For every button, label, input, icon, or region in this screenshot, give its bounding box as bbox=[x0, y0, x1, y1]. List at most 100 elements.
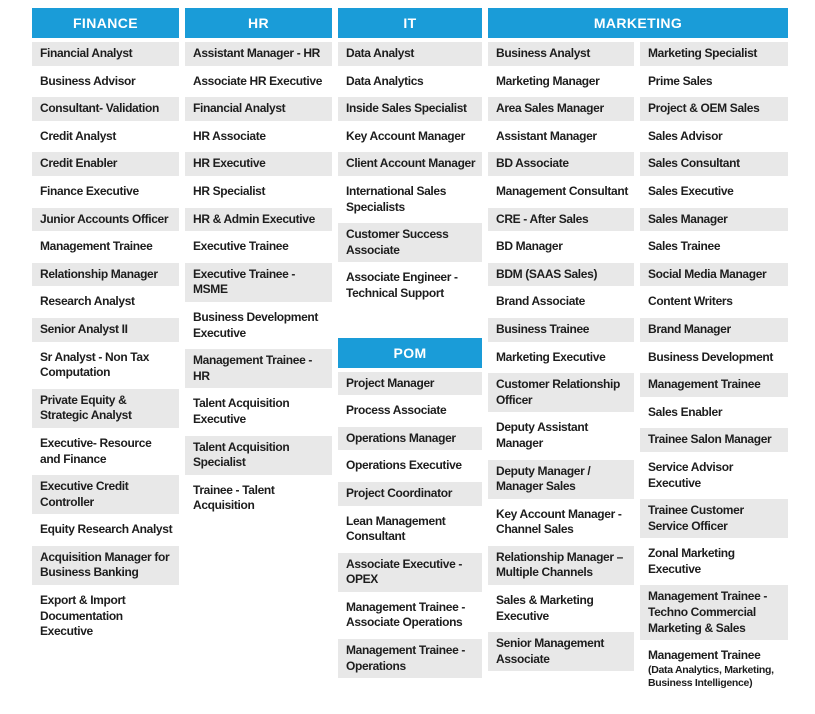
job-title-item: Export & Import Documentation Executive bbox=[40, 593, 126, 639]
job-title-label: Management Trainee bbox=[648, 648, 761, 663]
job-departments-board: FINANCE HR IT MARKETING Financial Analyst Bus… bbox=[32, 8, 788, 698]
job-title-item: Management Trainee bbox=[40, 239, 153, 254]
job-title-item: Data Analyst bbox=[338, 42, 482, 66]
job-title-item: Private Equity & Strategic Analyst bbox=[32, 388, 179, 428]
job-title-item: Executive Trainee bbox=[193, 239, 289, 254]
dept-header-finance: FINANCE bbox=[32, 8, 179, 38]
job-title-item: Sales Executive bbox=[648, 183, 734, 198]
column-finance: Financial Analyst Business Advisor Consult… bbox=[32, 42, 179, 698]
job-title-item: Finance Executive bbox=[40, 183, 139, 198]
job-title-item: International Sales Specialists bbox=[346, 183, 447, 214]
job-title-item: Operations Manager bbox=[338, 426, 482, 451]
section-marketing-right: Marketing Specialist Prime Sales Project &… bbox=[640, 42, 788, 694]
job-title-item: Sales Enabler bbox=[648, 404, 723, 419]
job-title-item: Management Consultant bbox=[496, 183, 628, 198]
job-title-item: Sr Analyst - Non Tax Computation bbox=[40, 349, 150, 380]
job-title-item: Key Account Manager - Channel Sales bbox=[496, 506, 622, 537]
job-title-item: Senior Management Associate bbox=[488, 632, 634, 672]
job-title-item: Credit Enabler bbox=[32, 152, 179, 176]
job-title-item: Operations Executive bbox=[346, 458, 462, 473]
job-title-item: Consultant- Validation bbox=[32, 97, 179, 121]
job-title-item: Project Coordinator bbox=[338, 481, 482, 506]
job-title-item: Credit Analyst bbox=[40, 128, 117, 143]
job-title-item: Content Writers bbox=[648, 294, 733, 309]
dept-header-it: IT bbox=[338, 8, 482, 38]
job-title-item: HR Associate bbox=[193, 128, 266, 143]
job-title-item: Executive Trainee - MSME bbox=[185, 262, 332, 302]
job-title-item: Prime Sales bbox=[648, 73, 713, 88]
section-header-pom: POM bbox=[338, 337, 482, 368]
job-title-item: Relationship Manager – Multiple Channels bbox=[488, 545, 634, 586]
column-marketing-left: Business Analyst Marketing Manager Area Sa… bbox=[488, 42, 634, 698]
job-title-item: Sales Consultant bbox=[640, 152, 788, 176]
job-title-item: Executive- Resource and Finance bbox=[40, 435, 152, 466]
job-title-item: Marketing Manager bbox=[496, 73, 600, 88]
job-title-item: Service Advisor Executive bbox=[648, 459, 734, 490]
job-title-item: Sales Advisor bbox=[648, 128, 723, 143]
job-title-item: Social Media Manager bbox=[640, 262, 788, 287]
job-title-subtext: (Data Analytics, Marketing, Business Int… bbox=[648, 663, 774, 689]
job-title-item: Process Associate bbox=[346, 403, 447, 418]
job-title-item: Brand Manager bbox=[640, 317, 788, 342]
job-title-item: Zonal Marketing Executive bbox=[648, 546, 735, 576]
job-title-item: Equity Research Analyst bbox=[40, 522, 173, 537]
job-title-item: Customer Success Associate bbox=[338, 223, 482, 263]
job-title-item: Brand Associate bbox=[496, 294, 586, 309]
job-title-item: Management Trainee bbox=[640, 373, 788, 397]
job-title-item: Financial Analyst bbox=[185, 97, 332, 121]
job-title-item: Management Trainee - Techno Commercial M… bbox=[640, 585, 788, 641]
job-title-item: Project & OEM Sales bbox=[640, 97, 788, 121]
job-title-item: Sales Trainee bbox=[648, 239, 721, 254]
job-title-item: Area Sales Manager bbox=[488, 97, 634, 121]
job-title-item: HR & Admin Executive bbox=[185, 207, 332, 232]
job-title-item: Marketing Specialist bbox=[640, 42, 788, 66]
job-title-item: Management Trainee - Operations bbox=[338, 639, 482, 679]
section-it-pom: Data Analyst Data Analytics Inside Sales S… bbox=[338, 42, 482, 306]
column-marketing-right: Marketing Specialist Prime Sales Project &… bbox=[640, 42, 788, 698]
job-title-item: Management Trainee - Associate Operation… bbox=[346, 599, 466, 630]
job-title-item: Customer Relationship Officer bbox=[488, 373, 634, 413]
column-hr: Assistant Manager - HR Associate HR Execu… bbox=[185, 42, 332, 698]
job-title-item: BDM (SAAS Sales) bbox=[488, 262, 634, 287]
dept-header-hr: HR bbox=[185, 8, 332, 38]
job-title-item: Associate Engineer - Technical Support bbox=[346, 270, 458, 300]
job-title-item: Trainee Salon Manager bbox=[640, 428, 788, 452]
job-title-item: Trainee Customer Service Officer bbox=[640, 499, 788, 539]
section-pom: POM Project Manager Process Associate Opera… bbox=[338, 337, 482, 679]
job-title-item: HR Executive bbox=[185, 152, 332, 176]
job-title-item: Management Trainee (Data Analytics, Marke… bbox=[640, 644, 788, 694]
job-title-item: Client Account Manager bbox=[338, 152, 482, 176]
job-title-item: Business Advisor bbox=[40, 73, 136, 88]
job-title-item: Trainee - Talent Acquisition bbox=[193, 482, 275, 513]
column-it-pom: Data Analyst Data Analytics Inside Sales S… bbox=[338, 42, 482, 698]
job-title-item: Business Development bbox=[648, 349, 774, 364]
section-marketing-left: Business Analyst Marketing Manager Area Sa… bbox=[488, 42, 634, 672]
job-title-item: Key Account Manager bbox=[346, 128, 465, 143]
job-title-item: Sales Manager bbox=[640, 207, 788, 232]
job-title-item: Management Trainee - HR bbox=[185, 349, 332, 389]
job-title-item: Associate Executive - OPEX bbox=[338, 552, 482, 592]
dept-header-marketing: MARKETING bbox=[488, 8, 788, 38]
job-title-item: Talent Acquisition Specialist bbox=[185, 435, 332, 475]
job-title-item: Business Development Executive bbox=[193, 309, 319, 340]
job-title-item: Sales & Marketing Executive bbox=[496, 593, 594, 623]
job-title-item: Senior Analyst II bbox=[32, 317, 179, 342]
job-title-item: Project Manager bbox=[338, 371, 482, 396]
job-title-item: Junior Accounts Officer bbox=[32, 207, 179, 232]
job-title-item: HR Specialist bbox=[193, 183, 266, 198]
job-title-item: Marketing Executive bbox=[496, 349, 606, 364]
job-title-item: Deputy Manager / Manager Sales bbox=[488, 459, 634, 499]
job-title-item: BD Manager bbox=[496, 239, 563, 254]
job-title-item: Research Analyst bbox=[40, 294, 135, 309]
job-title-item: Business Analyst bbox=[488, 42, 634, 66]
job-title-item: Business Trainee bbox=[488, 317, 634, 342]
job-title-item: Acquisition Manager for Business Banking bbox=[32, 545, 179, 586]
job-title-item: Relationship Manager bbox=[32, 262, 179, 287]
job-title-item: Executive Credit Controller bbox=[32, 475, 179, 515]
job-title-item: Inside Sales Specialist bbox=[338, 97, 482, 121]
section-finance: Financial Analyst Business Advisor Consult… bbox=[32, 42, 179, 644]
job-title-item: Associate HR Executive bbox=[193, 73, 323, 88]
job-title-item: Talent Acquisition Executive bbox=[193, 396, 290, 426]
section-hr: Assistant Manager - HR Associate HR Execu… bbox=[185, 42, 332, 518]
job-title-item: Assistant Manager - HR bbox=[185, 42, 332, 66]
